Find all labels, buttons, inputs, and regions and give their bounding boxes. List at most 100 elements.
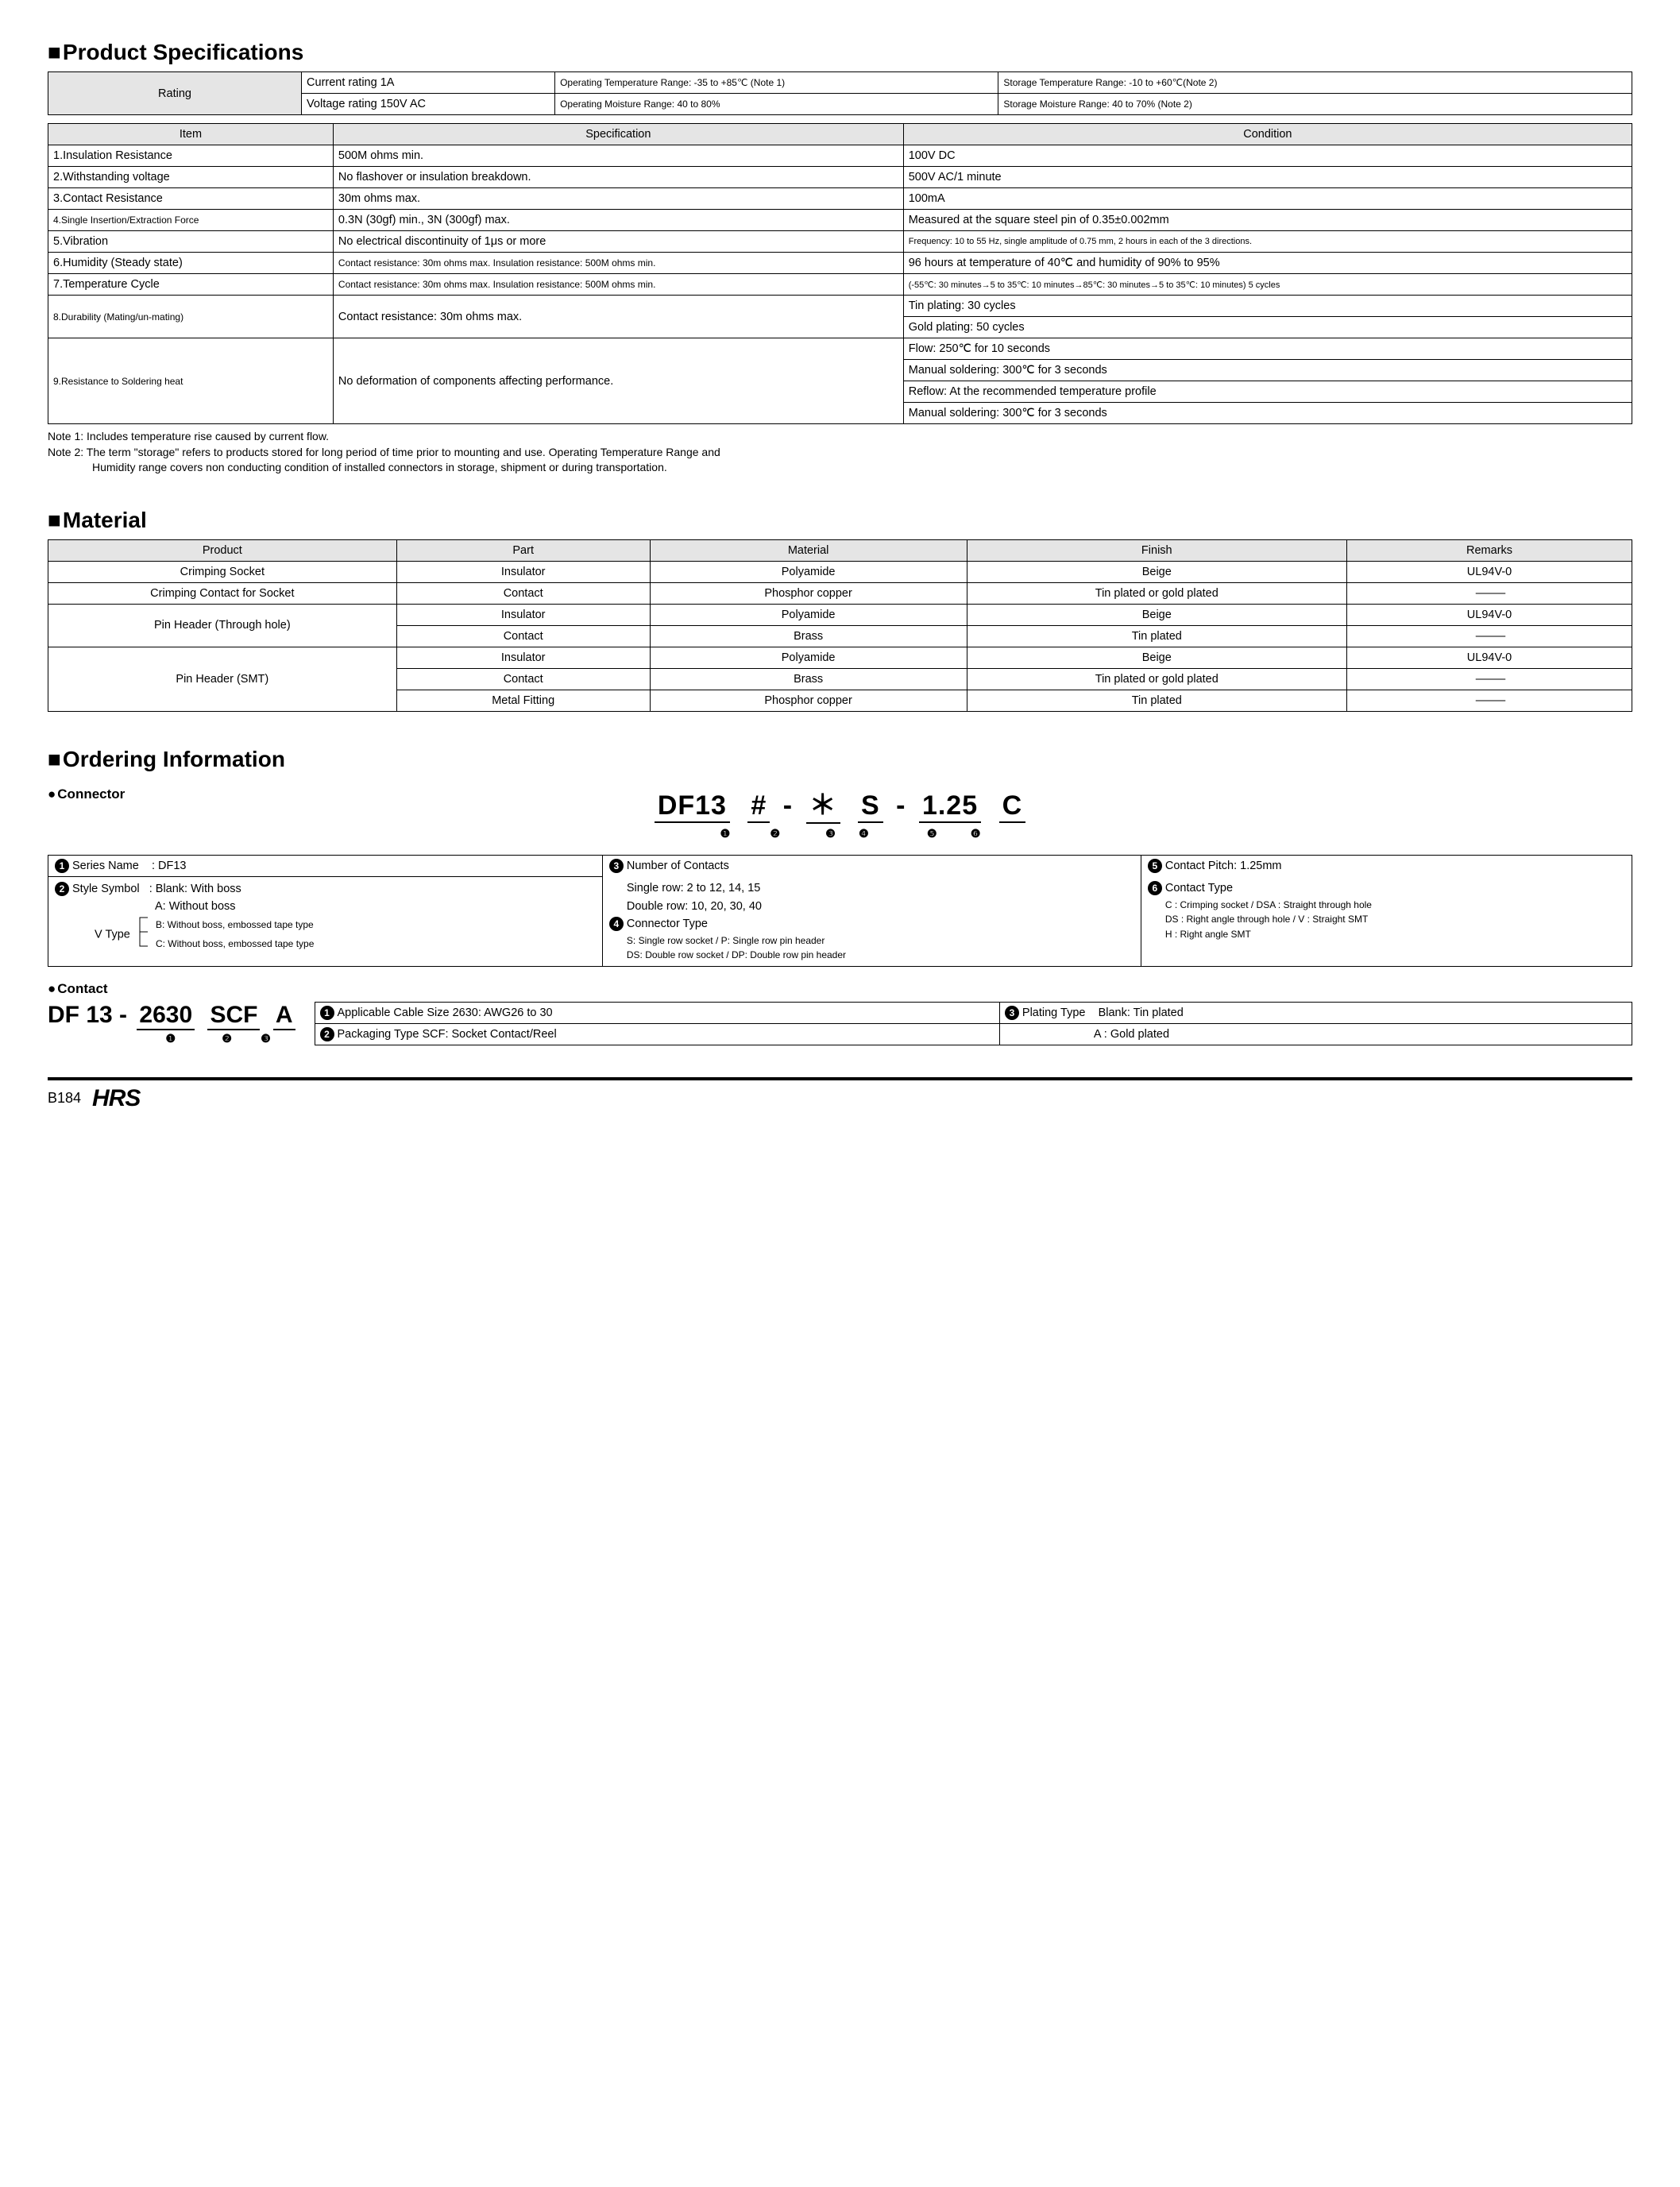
spec-cell: 100V DC bbox=[903, 145, 1632, 167]
code-part: 2630 bbox=[137, 1002, 195, 1030]
connector-desc-table: 1Series Name : DF13 3Number of Contacts … bbox=[48, 855, 1632, 967]
value: C : Crimping socket / DSA : Straight thr… bbox=[1148, 898, 1625, 913]
spec-cell: 96 hours at temperature of 40℃ and humid… bbox=[903, 253, 1632, 274]
desc-col: 2Style Symbol : Blank: With boss A: With… bbox=[48, 876, 603, 966]
mat-cell: Beige bbox=[967, 604, 1347, 625]
mat-cell: ——— bbox=[1347, 668, 1632, 690]
code-sep: - bbox=[783, 790, 793, 821]
section-title-material: Material bbox=[48, 508, 1632, 533]
mat-cell: Tin plated bbox=[967, 625, 1347, 647]
spec-cell: 100mA bbox=[903, 188, 1632, 210]
label: Style Symbol bbox=[72, 883, 140, 895]
mat-cell: Insulator bbox=[396, 604, 650, 625]
code-part: S bbox=[858, 790, 883, 823]
spec-cell: Contact resistance: 30m ohms max. Insula… bbox=[333, 253, 903, 274]
mat-cell: Contact bbox=[396, 582, 650, 604]
note-line: Note 2: The term "storage" refers to pro… bbox=[48, 445, 1632, 461]
spec-cell: 7.Temperature Cycle bbox=[48, 274, 334, 296]
connector-code-nums: ❶ ❷ ❸ ❹ ❺ ❻ bbox=[48, 827, 1632, 840]
code-sep: - bbox=[896, 790, 906, 821]
value: Single row: 2 to 12, 14, 15 bbox=[609, 879, 1134, 897]
spec-cell: 4.Single Insertion/Extraction Force bbox=[48, 210, 334, 231]
mat-cell: Phosphor copper bbox=[650, 582, 967, 604]
spec-cell: 0.3N (30gf) min., 3N (300gf) max. bbox=[333, 210, 903, 231]
rating-cell: Storage Temperature Range: -10 to +60℃(N… bbox=[998, 72, 1632, 94]
label: V Type bbox=[95, 928, 130, 941]
contact-code: DF 13 - 2630 SCF A bbox=[48, 1002, 299, 1030]
mat-cell: Phosphor copper bbox=[650, 690, 967, 711]
spec-header: Condition bbox=[903, 124, 1632, 145]
value: : DF13 bbox=[152, 860, 187, 872]
code-sep: - bbox=[119, 1002, 127, 1028]
desc-col: 5Contact Pitch: 1.25mm bbox=[1141, 855, 1632, 876]
contact-desc-table: 1Applicable Cable Size 2630: AWG26 to 30… bbox=[315, 1002, 1633, 1045]
mat-cell: Contact bbox=[396, 668, 650, 690]
contact-code-nums: ❶ ❷ ❸ bbox=[48, 1032, 299, 1045]
page-footer: B184 HRS bbox=[48, 1077, 1632, 1112]
rating-table: Rating Current rating 1A Operating Tempe… bbox=[48, 71, 1632, 115]
mat-cell: Polyamide bbox=[650, 647, 967, 668]
spec-cell: Gold plating: 50 cycles bbox=[903, 317, 1632, 338]
spec-cell: Frequency: 10 to 55 Hz, single amplitude… bbox=[903, 231, 1632, 253]
note-line: Note 1: Includes temperature rise caused… bbox=[48, 429, 1632, 445]
spec-cell: Tin plating: 30 cycles bbox=[903, 296, 1632, 317]
label: Series Name bbox=[72, 860, 139, 872]
rating-cell: Storage Moisture Range: 40 to 70% (Note … bbox=[998, 94, 1632, 115]
label: Contact Pitch: 1.25mm bbox=[1165, 860, 1282, 872]
spec-cell: 3.Contact Resistance bbox=[48, 188, 334, 210]
mat-cell: Tin plated or gold plated bbox=[967, 582, 1347, 604]
spec-cell: No flashover or insulation breakdown. bbox=[333, 167, 903, 188]
mat-cell: Tin plated or gold plated bbox=[967, 668, 1347, 690]
rating-cell: Current rating 1A bbox=[302, 72, 555, 94]
mat-cell: Pin Header (Through hole) bbox=[48, 604, 397, 647]
value: : Blank: With boss bbox=[149, 883, 241, 895]
mat-header: Product bbox=[48, 539, 397, 561]
spec-header: Item bbox=[48, 124, 334, 145]
spec-cell: Measured at the square steel pin of 0.35… bbox=[903, 210, 1632, 231]
subtitle-contact: Contact bbox=[48, 981, 1632, 997]
mat-header: Part bbox=[396, 539, 650, 561]
value: C: Without boss, embossed tape type bbox=[156, 937, 314, 952]
value: S: Single row socket / P: Single row pin… bbox=[609, 933, 1134, 949]
spec-cell: Contact resistance: 30m ohms max. Insula… bbox=[333, 274, 903, 296]
value: H : Right angle SMT bbox=[1148, 927, 1625, 942]
desc-col: 3Number of Contacts bbox=[602, 855, 1141, 876]
mat-cell: Crimping Socket bbox=[48, 561, 397, 582]
mat-cell: Metal Fitting bbox=[396, 690, 650, 711]
mat-cell: Tin plated bbox=[967, 690, 1347, 711]
value: DS : Right angle through hole / V : Stra… bbox=[1148, 912, 1625, 927]
mat-cell: Polyamide bbox=[650, 561, 967, 582]
mat-cell: Insulator bbox=[396, 561, 650, 582]
code-part: # bbox=[747, 790, 770, 823]
label: Connector Type bbox=[627, 918, 708, 930]
mat-cell: ——— bbox=[1347, 625, 1632, 647]
spec-cell: No electrical discontinuity of 1μs or mo… bbox=[333, 231, 903, 253]
code-part: C bbox=[999, 790, 1026, 823]
mat-header: Remarks bbox=[1347, 539, 1632, 561]
spec-cell: Manual soldering: 300℃ for 3 seconds bbox=[903, 403, 1632, 424]
code-part: DF 13 bbox=[48, 1002, 113, 1028]
desc-cell: 2Packaging Type SCF: Socket Contact/Reel bbox=[315, 1023, 999, 1045]
code-part: ＊ bbox=[806, 783, 840, 824]
section-title-ordering: Ordering Information bbox=[48, 747, 1632, 772]
spec-cell: Contact resistance: 30m ohms max. bbox=[333, 296, 903, 338]
mat-cell: Crimping Contact for Socket bbox=[48, 582, 397, 604]
mat-cell: UL94V-0 bbox=[1347, 561, 1632, 582]
brand-logo: HRS bbox=[92, 1085, 140, 1112]
value: Double row: 10, 20, 30, 40 bbox=[609, 898, 1134, 915]
spec-cell: 500M ohms min. bbox=[333, 145, 903, 167]
desc-col: Single row: 2 to 12, 14, 15 Double row: … bbox=[602, 876, 1141, 966]
mat-header: Finish bbox=[967, 539, 1347, 561]
mat-cell: ——— bbox=[1347, 690, 1632, 711]
mat-cell: Polyamide bbox=[650, 604, 967, 625]
mat-cell: ——— bbox=[1347, 582, 1632, 604]
desc-col: 1Series Name : DF13 bbox=[48, 855, 603, 876]
value: A: Without boss bbox=[55, 898, 596, 915]
value: DS: Double row socket / DP: Double row p… bbox=[609, 948, 1134, 963]
spec-cell: 5.Vibration bbox=[48, 231, 334, 253]
spec-header: Specification bbox=[333, 124, 903, 145]
mat-header: Material bbox=[650, 539, 967, 561]
desc-cell: A : Gold plated bbox=[999, 1023, 1632, 1045]
page-number: B184 bbox=[48, 1090, 81, 1107]
rating-cell: Operating Temperature Range: -35 to +85℃… bbox=[555, 72, 998, 94]
